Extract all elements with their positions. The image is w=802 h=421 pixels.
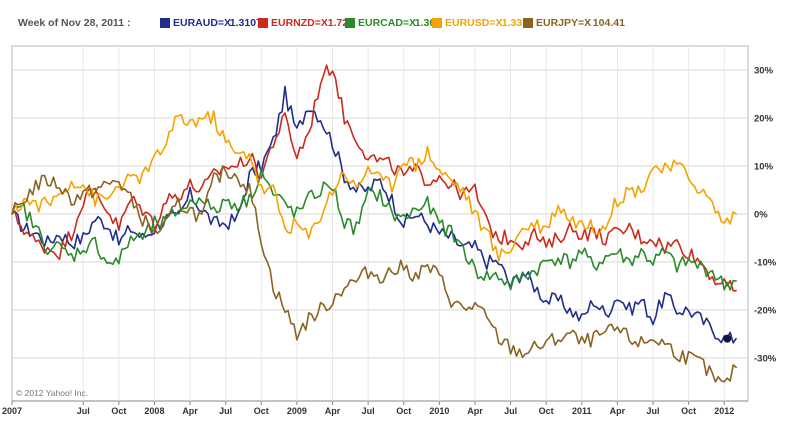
legend-series-name: EURUSD=X bbox=[445, 17, 502, 29]
legend-item: EURCAD=X1.36 bbox=[345, 17, 435, 29]
series-line-euraud bbox=[11, 85, 737, 344]
y-tick-label: 30% bbox=[754, 65, 774, 76]
x-tick-label: 2008 bbox=[144, 406, 164, 416]
legend-item: EURUSD=X 1.33 bbox=[432, 17, 522, 29]
plot-area bbox=[11, 45, 749, 402]
x-tick-label: Oct bbox=[539, 406, 554, 416]
x-tick-label: Apr bbox=[610, 406, 626, 416]
legend-series-value: 1.36 bbox=[415, 17, 436, 29]
x-tick-label: Apr bbox=[467, 406, 483, 416]
x-tick-label: Jul bbox=[362, 406, 375, 416]
legend-swatch bbox=[523, 18, 533, 28]
series-line-eurusd bbox=[11, 110, 737, 262]
x-tick-label: Oct bbox=[111, 406, 126, 416]
x-tick-label: Jul bbox=[647, 406, 660, 416]
x-tick-label: 2011 bbox=[572, 406, 592, 416]
legend-series-value: 1.33 bbox=[502, 17, 523, 29]
x-tick-label: 2009 bbox=[287, 406, 307, 416]
x-tick-label: Apr bbox=[325, 406, 341, 416]
series-line-eurnzd bbox=[11, 64, 737, 292]
legend-series-value: 1.72 bbox=[328, 17, 349, 29]
x-tick-label: Oct bbox=[681, 406, 696, 416]
x-tick-label: 2012 bbox=[714, 406, 734, 416]
y-tick-label: -30% bbox=[754, 353, 777, 364]
x-tick-label: 2007 bbox=[2, 406, 22, 416]
copyright-text: © 2012 Yahoo! Inc. bbox=[16, 388, 88, 398]
x-tick-label: Jul bbox=[219, 406, 232, 416]
week-header: Week of Nov 28, 2011 : bbox=[18, 17, 130, 29]
legend-series-name: EURNZD=X bbox=[271, 17, 328, 29]
legend-series-name: EURAUD=X bbox=[173, 17, 231, 29]
legend-item: EURNZD=X 1.72 bbox=[258, 17, 348, 29]
x-tick-label: Apr bbox=[182, 406, 198, 416]
legend-swatch bbox=[432, 18, 442, 28]
y-tick-label: 0% bbox=[754, 209, 768, 220]
y-tick-label: -10% bbox=[754, 257, 777, 268]
y-tick-label: -20% bbox=[754, 305, 777, 316]
legend-bar: Week of Nov 28, 2011 : EURAUD=X1.3107 EUR… bbox=[18, 17, 625, 29]
current-value-marker[interactable] bbox=[723, 334, 732, 343]
x-tick-label: 2010 bbox=[429, 406, 449, 416]
x-tick-label: Oct bbox=[254, 406, 269, 416]
legend-swatch bbox=[345, 18, 355, 28]
y-tick-label: 10% bbox=[754, 161, 774, 172]
legend-swatch bbox=[160, 18, 170, 28]
x-tick-label: Jul bbox=[77, 406, 90, 416]
series-line-eurjpy bbox=[11, 165, 737, 383]
y-tick-label: 20% bbox=[754, 113, 774, 124]
legend-series-value: 1.3107 bbox=[230, 17, 262, 29]
legend-item: EURAUD=X1.3107 bbox=[160, 17, 262, 29]
x-tick-label: Jul bbox=[504, 406, 517, 416]
series-line-eurcad bbox=[11, 168, 737, 291]
legend-series-name: EURCAD=X bbox=[358, 17, 416, 29]
x-tick-label: Oct bbox=[396, 406, 411, 416]
legend-swatch bbox=[258, 18, 268, 28]
legend-series-value: 104.41 bbox=[593, 17, 625, 29]
legend-series-name: EURJPY=X bbox=[536, 17, 591, 29]
legend-item: EURJPY=X 104.41 bbox=[523, 17, 625, 29]
